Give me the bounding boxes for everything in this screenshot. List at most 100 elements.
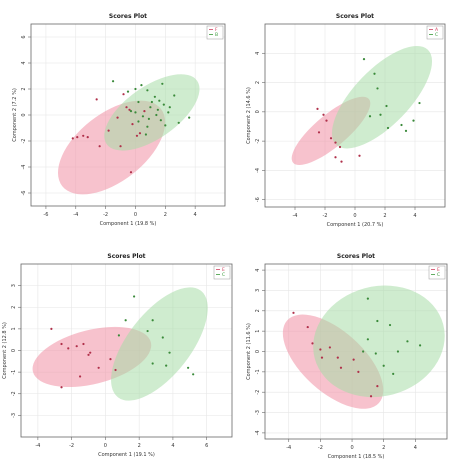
- data-point-F: [116, 116, 119, 119]
- data-point-E: [97, 366, 100, 369]
- data-point-F: [107, 129, 110, 132]
- data-point-B: [111, 80, 115, 83]
- x-tick-label: 0: [350, 445, 353, 451]
- data-point-B: [162, 103, 165, 106]
- data-point-C: [373, 72, 376, 75]
- y-tick-label: -6: [255, 197, 261, 202]
- data-point-A: [334, 141, 337, 144]
- x-tick-label: 4: [413, 213, 416, 219]
- chart-title: Scores Plot: [336, 13, 374, 20]
- y-tick-label: 0: [255, 350, 261, 353]
- data-point-C: [418, 101, 421, 105]
- data-point-B: [167, 111, 170, 114]
- data-point-E: [339, 366, 343, 369]
- y-axis-label: Component 2 (12.8 %): [2, 322, 8, 379]
- data-point-E: [352, 358, 355, 361]
- legend-label: B: [215, 32, 218, 38]
- data-point-B: [164, 124, 167, 127]
- data-point-E: [328, 346, 331, 349]
- data-point-C: [388, 323, 392, 327]
- y-tick-label: 2: [255, 309, 261, 312]
- data-point-A: [325, 119, 328, 122]
- data-point-C: [362, 58, 366, 61]
- y-tick-label: -2: [11, 391, 17, 396]
- x-tick-label: 4: [171, 443, 174, 449]
- data-point-E: [311, 342, 314, 345]
- data-point-B: [155, 113, 158, 117]
- data-point-E: [369, 395, 373, 398]
- x-tick-label: 2: [138, 443, 141, 449]
- data-point-F: [86, 136, 89, 139]
- legend: EC: [428, 265, 446, 280]
- data-point-F: [129, 171, 133, 174]
- data-point-E: [67, 347, 70, 350]
- data-point-F: [128, 108, 131, 111]
- data-point-B: [129, 110, 133, 113]
- y-axis-label: Component 2 (11.6 %): [246, 323, 252, 380]
- data-point-E: [320, 356, 324, 359]
- data-point-C: [187, 366, 190, 369]
- y-axis-label: Component 2 (14.6 %): [246, 87, 252, 144]
- data-point-C: [406, 340, 409, 343]
- data-point-B: [140, 84, 143, 87]
- chart-title: Scores Plot: [337, 253, 375, 260]
- data-point-E: [89, 351, 92, 354]
- legend-label: C: [435, 32, 438, 38]
- group-2-confidence-ellipse: [104, 74, 200, 151]
- legend: FB: [206, 25, 224, 40]
- data-point-C: [386, 126, 390, 130]
- data-point-E: [114, 368, 117, 372]
- data-point-C: [168, 351, 171, 354]
- data-point-C: [379, 113, 382, 116]
- x-tick-label: 6: [205, 443, 208, 449]
- data-point-F: [138, 132, 142, 135]
- y-tick-label: -6: [21, 191, 27, 196]
- x-tick-label: -4: [73, 212, 78, 218]
- x-axis-label: Component 1 (18.5 %): [328, 454, 385, 460]
- data-point-B: [173, 94, 176, 97]
- y-tick-label: 6: [21, 35, 27, 38]
- group-2-confidence-ellipse: [331, 45, 433, 149]
- data-point-E: [376, 384, 379, 388]
- confidence-ellipses: [282, 285, 445, 409]
- data-point-B: [150, 100, 153, 104]
- legend-label: C: [437, 272, 440, 278]
- data-point-E: [78, 375, 82, 378]
- data-point-C: [392, 372, 395, 375]
- y-tick-label: -2: [255, 390, 261, 395]
- data-point-B: [146, 89, 149, 92]
- confidence-ellipses: [57, 74, 200, 195]
- data-point-C: [412, 119, 415, 122]
- data-point-E: [292, 311, 295, 314]
- data-point-A: [316, 107, 319, 111]
- y-tick-label: -2: [21, 139, 27, 144]
- y-tick-label: 1: [255, 330, 261, 333]
- x-axis-label: Component 1 (20.7 %): [327, 222, 384, 228]
- y-tick-label: -4: [21, 165, 27, 170]
- legend-label: C: [222, 272, 225, 278]
- data-point-F: [71, 137, 74, 140]
- x-tick-label: 0: [134, 212, 137, 218]
- data-point-E: [75, 345, 78, 348]
- data-point-C: [151, 362, 154, 365]
- data-point-E: [50, 327, 53, 330]
- data-point-C: [376, 319, 379, 323]
- y-tick-label: -1: [255, 369, 261, 374]
- x-axis-label: Component 1 (19.1 %): [98, 452, 155, 458]
- data-point-A: [358, 154, 361, 157]
- data-point-C: [151, 319, 154, 322]
- data-point-B: [126, 90, 130, 93]
- data-point-F: [98, 145, 101, 148]
- legend: EC: [213, 265, 231, 280]
- x-tick-label: -2: [103, 212, 108, 218]
- scores-plot-panel-3: -4 -2 0 2 4 6 -3 -2 -1 0 1 2 3 Scores Plot Component 1…: [2, 253, 233, 458]
- x-tick-label: 2: [383, 213, 386, 219]
- data-point-C: [400, 123, 403, 127]
- y-tick-label: 0: [255, 110, 261, 113]
- data-point-A: [329, 137, 333, 140]
- data-point-E: [336, 356, 339, 359]
- legend-label: F: [215, 27, 218, 33]
- y-tick-label: 3: [255, 289, 261, 292]
- x-tick-label: 0: [104, 443, 107, 449]
- y-tick-label: 2: [21, 87, 27, 90]
